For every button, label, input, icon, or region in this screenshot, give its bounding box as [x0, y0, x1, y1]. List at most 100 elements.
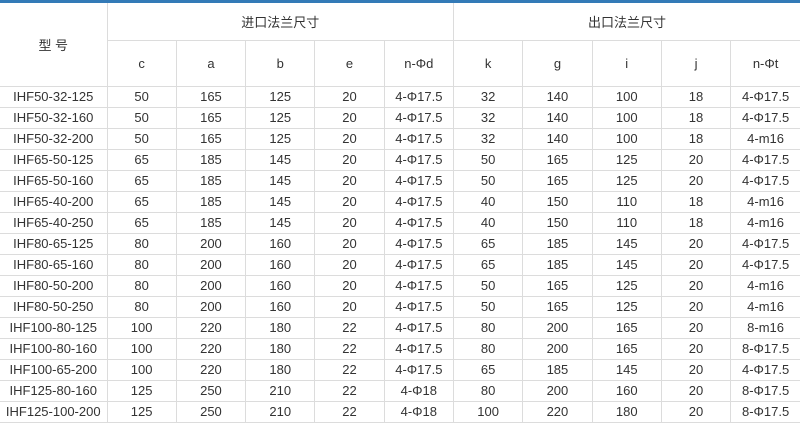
value-cell: 110 [591, 191, 662, 213]
value-cell: 4-Φ17.5 [730, 86, 800, 108]
value-cell: 110 [591, 212, 662, 234]
value-cell: 100 [452, 401, 524, 423]
value-cell: 160 [591, 380, 662, 402]
value-cell: 40 [452, 191, 524, 213]
value-cell: 165 [175, 107, 247, 129]
value-cell: 20 [314, 233, 385, 255]
value-cell: 165 [591, 317, 662, 339]
value-cell: 65 [106, 212, 177, 234]
table-row: IHF65-40-250 65 185 145 20 4-Φ17.5 40 150 110 18 4… [0, 212, 800, 234]
value-cell: 50 [452, 170, 524, 192]
value-cell: 200 [175, 254, 247, 276]
value-cell: 80 [106, 233, 177, 255]
value-cell: 100 [106, 338, 177, 360]
value-cell: 20 [660, 296, 732, 318]
value-cell: 150 [522, 191, 593, 213]
value-cell: 145 [591, 359, 662, 381]
value-cell: 200 [522, 338, 593, 360]
value-cell: 20 [314, 296, 385, 318]
table-row: IHF50-32-125 50 165 125 20 4-Φ17.5 32 140 100 18 4… [0, 86, 800, 108]
value-cell: 4-Φ17.5 [383, 233, 454, 255]
value-cell: 4-Φ17.5 [383, 86, 454, 108]
value-cell: 8-Φ17.5 [730, 380, 800, 402]
value-cell: 125 [106, 401, 177, 423]
value-cell: 18 [660, 86, 732, 108]
value-cell: 18 [660, 128, 732, 150]
value-cell: 4-Φ17.5 [383, 296, 454, 318]
value-cell: 80 [452, 317, 524, 339]
value-cell: 185 [175, 149, 247, 171]
value-cell: 4-Φ17.5 [730, 254, 800, 276]
value-cell: 125 [106, 380, 177, 402]
value-cell: 4-Φ17.5 [383, 149, 454, 171]
value-cell: 165 [522, 149, 593, 171]
outlet-flange-group-header: 出口法兰尺寸 [452, 1, 800, 41]
value-cell: 165 [522, 296, 593, 318]
value-cell: 65 [106, 170, 177, 192]
value-cell: 180 [591, 401, 662, 423]
value-cell: 185 [522, 359, 593, 381]
value-cell: 4-Φ17.5 [383, 170, 454, 192]
value-cell: 4-Φ18 [383, 380, 454, 402]
value-cell: 125 [591, 170, 662, 192]
value-cell: 22 [314, 338, 385, 360]
value-cell: 200 [175, 233, 247, 255]
value-cell: 165 [522, 275, 593, 297]
value-cell: 4-Φ17.5 [730, 149, 800, 171]
value-cell: 100 [591, 107, 662, 129]
value-cell: 180 [245, 359, 316, 381]
value-cell: 140 [522, 86, 593, 108]
value-cell: 8-Φ17.5 [730, 401, 800, 423]
table-row: IHF50-32-160 50 165 125 20 4-Φ17.5 32 140 100 18 4… [0, 107, 800, 129]
value-cell: 4-Φ17.5 [383, 359, 454, 381]
value-cell: 20 [660, 149, 732, 171]
table-row: IHF125-100-200 125 250 210 22 4-Φ18 100 220 180 2… [0, 401, 800, 423]
value-cell: 250 [175, 380, 247, 402]
sub-column-header: g [522, 40, 593, 87]
value-cell: 150 [522, 212, 593, 234]
value-cell: 20 [314, 128, 385, 150]
value-cell: 185 [522, 233, 593, 255]
value-cell: 4-Φ17.5 [730, 359, 800, 381]
value-cell: 220 [175, 338, 247, 360]
value-cell: 4-Φ17.5 [383, 275, 454, 297]
value-cell: 80 [106, 296, 177, 318]
value-cell: 145 [591, 254, 662, 276]
sub-header-row: c a b e n-Φd k g i j n-Φt [0, 40, 800, 87]
table-row: IHF125-80-160 125 250 210 22 4-Φ18 80 200 160 20 8… [0, 380, 800, 402]
value-cell: 20 [660, 401, 732, 423]
value-cell: 180 [245, 317, 316, 339]
table-row: IHF80-50-250 80 200 160 20 4-Φ17.5 50 165 125 20 4… [0, 296, 800, 318]
table-row: IHF65-40-200 65 185 145 20 4-Φ17.5 40 150 110 18 4… [0, 191, 800, 213]
model-cell: IHF50-32-200 [0, 128, 108, 150]
value-cell: 20 [660, 233, 732, 255]
table-row: IHF100-80-125 100 220 180 22 4-Φ17.5 80 200 165 2… [0, 317, 800, 339]
sub-column-header: b [245, 40, 316, 87]
value-cell: 200 [522, 380, 593, 402]
sub-column-header: i [591, 40, 662, 87]
value-cell: 20 [314, 191, 385, 213]
value-cell: 4-Φ17.5 [383, 107, 454, 129]
value-cell: 185 [175, 191, 247, 213]
value-cell: 145 [245, 170, 316, 192]
value-cell: 40 [452, 212, 524, 234]
value-cell: 100 [591, 128, 662, 150]
value-cell: 100 [106, 359, 177, 381]
model-cell: IHF125-80-160 [0, 380, 108, 402]
value-cell: 4-Φ17.5 [730, 170, 800, 192]
model-cell: IHF65-40-250 [0, 212, 108, 234]
table-row: IHF100-80-160 100 220 180 22 4-Φ17.5 80 200 165 2… [0, 338, 800, 360]
value-cell: 20 [314, 86, 385, 108]
value-cell: 210 [245, 401, 316, 423]
model-cell: IHF65-50-160 [0, 170, 108, 192]
model-cell: IHF50-32-125 [0, 86, 108, 108]
table-body: IHF50-32-125 50 165 125 20 4-Φ17.5 32 140 100 18 4… [0, 86, 800, 423]
value-cell: 4-Φ17.5 [383, 128, 454, 150]
inlet-flange-group-header: 进口法兰尺寸 [106, 1, 454, 41]
value-cell: 20 [314, 254, 385, 276]
value-cell: 80 [452, 380, 524, 402]
table-header: 型 号 进口法兰尺寸 出口法兰尺寸 c a b e n-Φd k g i j n-Φt [0, 1, 800, 87]
value-cell: 4-Φ17.5 [730, 233, 800, 255]
value-cell: 125 [245, 107, 316, 129]
value-cell: 210 [245, 380, 316, 402]
